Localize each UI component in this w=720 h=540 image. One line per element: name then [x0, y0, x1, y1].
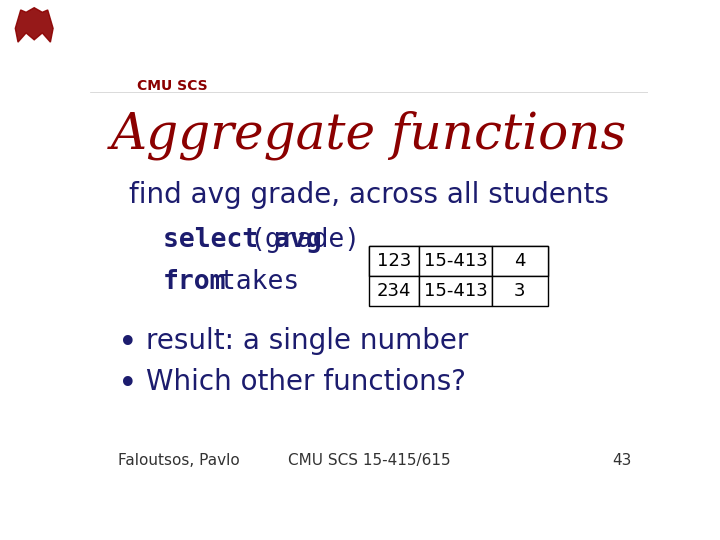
- Text: SSN: SSN: [374, 252, 414, 269]
- FancyBboxPatch shape: [369, 246, 419, 275]
- Text: 4: 4: [514, 252, 526, 269]
- FancyBboxPatch shape: [369, 246, 419, 275]
- FancyBboxPatch shape: [492, 246, 547, 275]
- FancyBboxPatch shape: [419, 246, 492, 275]
- Text: Faloutsos, Pavlo: Faloutsos, Pavlo: [118, 453, 240, 468]
- Text: grade: grade: [490, 252, 549, 269]
- FancyBboxPatch shape: [492, 275, 547, 306]
- FancyBboxPatch shape: [492, 246, 547, 275]
- Text: 123: 123: [377, 252, 411, 269]
- FancyBboxPatch shape: [419, 246, 492, 275]
- Text: result: a single number: result: a single number: [145, 327, 468, 355]
- Text: select avg: select avg: [163, 227, 321, 253]
- Text: •: •: [118, 368, 138, 401]
- FancyBboxPatch shape: [369, 275, 419, 306]
- Polygon shape: [15, 8, 53, 42]
- Text: 3: 3: [514, 281, 526, 300]
- Text: from: from: [163, 268, 226, 294]
- Text: CMU SCS 15-415/615: CMU SCS 15-415/615: [288, 453, 450, 468]
- Text: (grade): (grade): [249, 227, 360, 253]
- Text: •: •: [118, 327, 138, 360]
- Text: find avg grade, across all students: find avg grade, across all students: [129, 181, 609, 209]
- FancyBboxPatch shape: [419, 275, 492, 306]
- Text: CMU SCS: CMU SCS: [138, 79, 208, 93]
- Text: takes: takes: [204, 268, 300, 294]
- Text: 15-413: 15-413: [423, 281, 487, 300]
- Text: Which other functions?: Which other functions?: [145, 368, 466, 396]
- Text: 15-413: 15-413: [423, 252, 487, 269]
- Text: 234: 234: [377, 281, 411, 300]
- Text: Aggregate functions: Aggregate functions: [111, 111, 627, 160]
- Text: 43: 43: [612, 453, 631, 468]
- Text: c-id: c-id: [437, 252, 474, 269]
